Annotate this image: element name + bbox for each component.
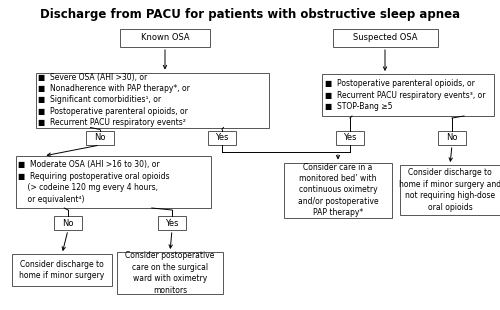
- FancyBboxPatch shape: [120, 29, 210, 47]
- Text: Consider discharge to
home if minor surgery: Consider discharge to home if minor surg…: [20, 260, 104, 280]
- Text: Yes: Yes: [215, 134, 229, 143]
- FancyBboxPatch shape: [322, 74, 494, 116]
- FancyBboxPatch shape: [54, 216, 82, 230]
- FancyBboxPatch shape: [12, 254, 112, 286]
- Text: Yes: Yes: [165, 219, 179, 228]
- Text: ■  Postoperative parenteral opioids, or
■  Recurrent PACU respiratory events³, o: ■ Postoperative parenteral opioids, or ■…: [325, 79, 486, 111]
- FancyBboxPatch shape: [400, 165, 500, 215]
- Text: Suspected OSA: Suspected OSA: [353, 33, 417, 42]
- Text: Known OSA: Known OSA: [140, 33, 190, 42]
- FancyBboxPatch shape: [16, 156, 210, 208]
- Text: ■  Moderate OSA (AHI >16 to 30), or
■  Requiring postoperative oral opioids
    : ■ Moderate OSA (AHI >16 to 30), or ■ Req…: [18, 160, 170, 204]
- FancyBboxPatch shape: [158, 216, 186, 230]
- FancyBboxPatch shape: [117, 252, 223, 294]
- FancyBboxPatch shape: [336, 131, 364, 145]
- Text: Discharge from PACU for patients with obstructive sleep apnea: Discharge from PACU for patients with ob…: [40, 8, 460, 21]
- Text: Consider postoperative
care on the surgical
ward with oximetry
monitors: Consider postoperative care on the surgi…: [126, 251, 214, 295]
- FancyBboxPatch shape: [36, 73, 268, 127]
- FancyBboxPatch shape: [332, 29, 438, 47]
- FancyBboxPatch shape: [284, 162, 392, 218]
- Text: No: No: [94, 134, 106, 143]
- FancyBboxPatch shape: [86, 131, 114, 145]
- Text: Yes: Yes: [343, 134, 357, 143]
- FancyBboxPatch shape: [208, 131, 236, 145]
- Text: ■  Severe OSA (AHI >30), or
■  Nonadherence with PAP therapy*, or
■  Significant: ■ Severe OSA (AHI >30), or ■ Nonadherenc…: [38, 73, 190, 127]
- Text: Consider discharge to
home if minor surgery and
not requiring high-dose
oral opi: Consider discharge to home if minor surg…: [399, 168, 500, 212]
- Text: Consider care in a
monitored bed’ with
continuous oximetry
and/or postoperative
: Consider care in a monitored bed’ with c…: [298, 163, 378, 217]
- FancyBboxPatch shape: [438, 131, 466, 145]
- Text: No: No: [446, 134, 458, 143]
- Text: No: No: [62, 219, 74, 228]
